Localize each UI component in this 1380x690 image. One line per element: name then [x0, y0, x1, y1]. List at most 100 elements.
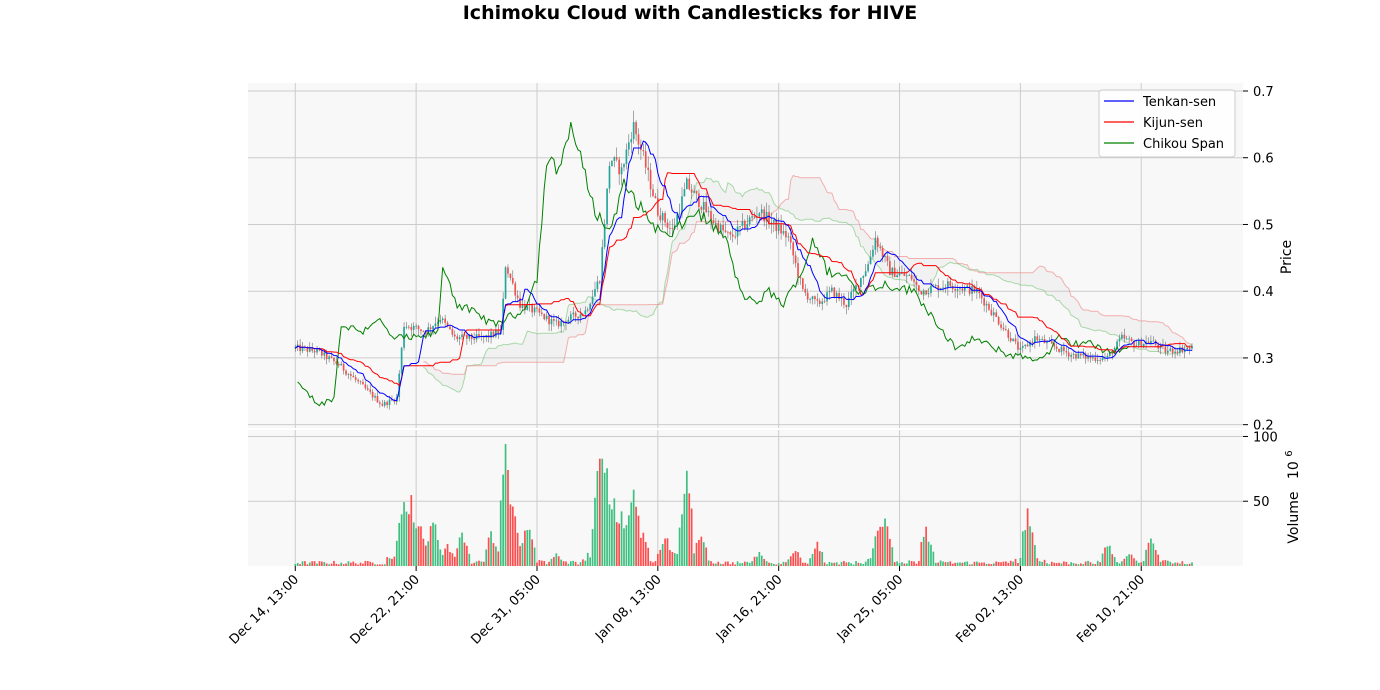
chikou-span-line: [297, 122, 1130, 407]
volume-bar: [814, 548, 816, 566]
volume-bar: [1067, 564, 1070, 566]
candle-body: [707, 211, 710, 213]
candle-body: [736, 226, 739, 237]
candle-body: [1181, 347, 1184, 353]
candle-body: [473, 338, 475, 340]
candle-body: [741, 220, 744, 227]
candle-body: [659, 215, 662, 221]
volume-bar: [1176, 562, 1179, 566]
candle-body: [507, 267, 509, 274]
candle-body: [611, 160, 613, 167]
candle-body: [961, 288, 964, 291]
volume-bar: [1034, 545, 1036, 566]
candle-body: [335, 361, 338, 364]
volume-bar: [985, 564, 988, 566]
candle-body: [777, 224, 780, 232]
candle-body: [702, 201, 705, 210]
candle-body: [1096, 359, 1099, 361]
volume-bar: [1060, 563, 1063, 566]
volume-bar: [787, 559, 790, 566]
volume-bar: [681, 514, 683, 566]
candle-body: [625, 149, 628, 165]
volume-bar: [1079, 563, 1082, 566]
volume-bar: [328, 564, 330, 566]
candle-body: [867, 264, 869, 272]
volume-bar: [446, 543, 449, 566]
candle-body: [901, 272, 903, 274]
volume-bar: [676, 553, 679, 566]
volume-bar: [864, 561, 867, 566]
candle-body: [1041, 338, 1043, 340]
volume-bar: [545, 564, 548, 566]
volume-bar: [724, 561, 727, 566]
candle-body: [627, 142, 630, 150]
candle-body: [601, 247, 604, 283]
volume-bar: [337, 564, 340, 566]
volume-bar: [1012, 561, 1014, 566]
candle-body: [630, 139, 633, 143]
candle-body: [369, 389, 372, 392]
volume-bar: [1142, 560, 1145, 566]
volume-bar: [444, 548, 446, 566]
volume-bar: [826, 564, 828, 566]
volume-bar: [347, 561, 350, 566]
candle-body: [685, 178, 688, 190]
price-tick-label: 0.6: [1253, 152, 1274, 167]
volume-bar: [296, 562, 299, 566]
volume-bar: [799, 557, 802, 566]
candle-body: [860, 277, 862, 288]
volume-bar: [555, 553, 558, 566]
candle-body: [632, 122, 635, 140]
candle-body: [316, 348, 318, 353]
time-tick-label: Jan 25, 05:00: [834, 572, 906, 644]
volume-bar: [395, 540, 398, 566]
volume-bar: [540, 560, 543, 566]
candle-body: [412, 325, 415, 330]
volume-bar: [1118, 563, 1121, 566]
volume-bar: [369, 561, 372, 566]
volume-bar: [823, 562, 826, 566]
candle-body: [550, 319, 553, 325]
volume-bar: [582, 559, 584, 566]
volume-bar: [661, 544, 664, 566]
candle-body: [845, 304, 848, 307]
candle-body: [311, 347, 314, 351]
volume-bar: [381, 564, 384, 566]
volume-tick-label: 50: [1253, 495, 1270, 510]
candle-body: [775, 219, 778, 232]
candle-body: [350, 374, 352, 376]
candle-body: [623, 164, 625, 168]
candle-body: [434, 323, 437, 327]
volume-bar: [613, 498, 616, 566]
volume-bar: [1169, 561, 1172, 566]
candle-body: [722, 224, 724, 231]
volume-bar: [654, 561, 657, 566]
volume-bar: [514, 516, 517, 566]
candle-body: [664, 213, 666, 223]
volume-bar: [951, 563, 954, 566]
volume-bar: [434, 524, 437, 566]
volume-bar: [1070, 562, 1072, 566]
volume-bar: [412, 522, 415, 566]
candle-body: [748, 217, 751, 225]
candle-body: [613, 157, 616, 161]
candle-body: [753, 216, 756, 218]
candle-body: [374, 395, 376, 398]
candle-body: [391, 399, 393, 401]
legend: Tenkan-sen Kijun-sen Chikou Span: [1098, 89, 1236, 158]
candle-body: [727, 231, 729, 233]
candle-body: [321, 350, 323, 356]
candle-body: [717, 222, 720, 233]
candle-body: [828, 290, 831, 293]
candle-body: [934, 285, 937, 287]
volume-bar: [623, 528, 625, 566]
volume-bar: [1021, 531, 1024, 566]
candle-body: [1079, 353, 1082, 356]
volume-bar: [780, 564, 782, 566]
candle-body: [584, 310, 587, 315]
candle-body: [1087, 355, 1089, 359]
volume-bar: [1188, 563, 1191, 566]
volume-bar: [908, 560, 911, 566]
volume-bar: [1145, 549, 1147, 566]
volume-bar: [357, 564, 359, 566]
